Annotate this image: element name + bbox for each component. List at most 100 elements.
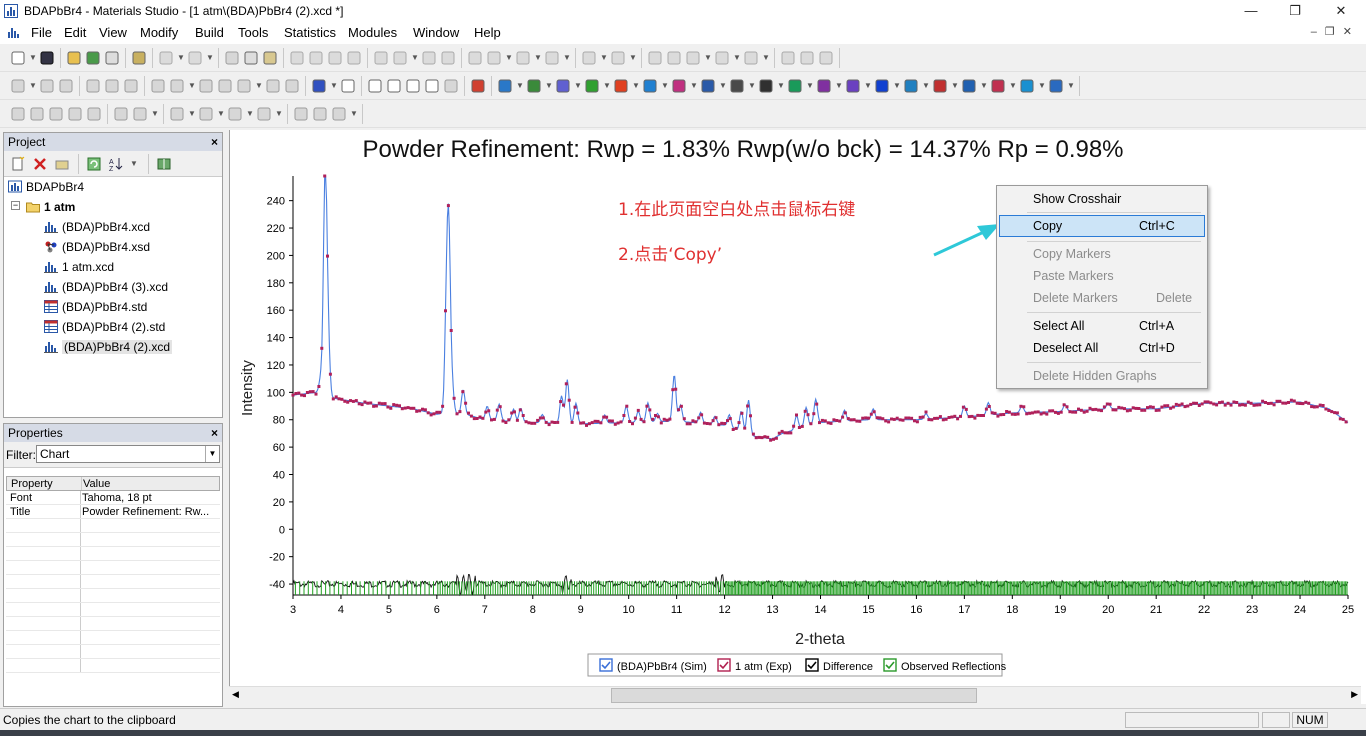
dropdown-arrow-icon[interactable]: ▼ — [330, 81, 338, 90]
folder-up-icon[interactable] — [54, 156, 70, 172]
scroll-left-icon[interactable]: ◀ — [232, 689, 239, 699]
dropdown-arrow-icon[interactable]: ▼ — [661, 81, 669, 90]
menu-item-copy[interactable]: Copy Ctrl+C — [999, 215, 1205, 237]
menu-statistics[interactable]: Statistics — [284, 25, 337, 40]
select-icon[interactable] — [289, 50, 305, 66]
dropdown-arrow-icon[interactable]: ▼ — [255, 81, 263, 90]
reset-icon[interactable] — [421, 50, 437, 66]
legend-checkbox[interactable] — [599, 658, 613, 672]
menu-help[interactable]: Help — [474, 25, 501, 40]
dmol-icon[interactable] — [642, 78, 658, 94]
motif-icon[interactable] — [1019, 78, 1035, 94]
menu-item-paste-markers[interactable]: Paste Markers — [1033, 269, 1114, 283]
dropdown-arrow-icon[interactable]: ▼ — [188, 81, 196, 90]
dropdown-arrow-icon[interactable]: ▼ — [893, 81, 901, 90]
view-icon[interactable] — [440, 50, 456, 66]
cut-icon[interactable] — [224, 50, 240, 66]
surface-icon[interactable] — [685, 50, 701, 66]
crystal-icon[interactable] — [647, 50, 663, 66]
dropdown-arrow-icon[interactable]: ▼ — [629, 53, 637, 62]
dropdown-arrow-icon[interactable]: ▼ — [835, 81, 843, 90]
menu-modify[interactable]: Modify — [140, 25, 179, 40]
mdi-window-controls[interactable]: –❐✕ — [1310, 26, 1360, 38]
dropdown-arrow-icon[interactable]: ▼ — [922, 81, 930, 90]
dropdown-arrow-icon[interactable]: ▼ — [151, 109, 159, 118]
next-icon[interactable] — [104, 78, 120, 94]
lock-icon[interactable] — [265, 78, 281, 94]
horizontal-scrollbar[interactable]: ◀ ▶ — [229, 686, 1361, 704]
menu-item-delete-markers[interactable]: Delete Markers Delete — [1033, 291, 1193, 305]
dropdown-arrow-icon[interactable]: ▼ — [516, 81, 524, 90]
prev-icon[interactable] — [85, 78, 101, 94]
filter-select[interactable]: Chart ▼ — [36, 445, 220, 463]
menu-item-deselect-all[interactable]: Deselect All Ctrl+D — [1033, 341, 1175, 355]
ungroup-icon[interactable] — [132, 106, 148, 122]
dropdown-arrow-icon[interactable]: ▼ — [350, 109, 358, 118]
tree-item-file[interactable]: (BDA)PbBr4.xcd — [62, 220, 151, 234]
polymorph-icon[interactable] — [903, 78, 919, 94]
dropdown-arrow-icon[interactable]: ▼ — [505, 53, 513, 62]
grid-c-icon[interactable] — [48, 106, 64, 122]
reflex-icon[interactable] — [816, 78, 832, 94]
torsion-icon[interactable] — [818, 50, 834, 66]
refresh-icon[interactable] — [86, 156, 102, 172]
property-row-title[interactable]: Title Powder Refinement: Rw... — [6, 505, 220, 519]
sort-az-icon[interactable] — [198, 78, 214, 94]
grid-b-icon[interactable] — [29, 106, 45, 122]
collapse-icon[interactable]: − — [11, 200, 20, 210]
dropdown-arrow-icon[interactable]: ▼ — [704, 53, 712, 62]
dropdown-arrow-icon[interactable]: ▼ — [719, 81, 727, 90]
tree-item-file[interactable]: 1 atm.xcd — [62, 260, 115, 274]
legend-checkbox[interactable] — [805, 658, 819, 672]
tree-item-file[interactable]: (BDA)PbBr4 (2).xcd — [62, 340, 173, 354]
dropdown-arrow-icon[interactable]: ▼ — [29, 81, 37, 90]
magnifier-icon[interactable] — [386, 78, 402, 94]
qsar-icon[interactable] — [961, 78, 977, 94]
bond-icon[interactable] — [544, 50, 560, 66]
dropdown-arrow-icon[interactable]: ▼ — [748, 81, 756, 90]
menu-item-select-all[interactable]: Select All Ctrl+A — [1033, 319, 1175, 333]
zoom-icon[interactable] — [327, 50, 343, 66]
sigma-icon[interactable] — [311, 78, 327, 94]
tree-item-file[interactable]: (BDA)PbBr4.std — [62, 300, 148, 314]
rotate-icon[interactable] — [308, 50, 324, 66]
link-icon[interactable] — [284, 78, 300, 94]
dropdown-arrow-icon[interactable]: ▼ — [411, 53, 419, 62]
gulp-icon[interactable] — [700, 78, 716, 94]
group-icon[interactable] — [113, 106, 129, 122]
legend-checkbox[interactable] — [717, 658, 731, 672]
dropdown-arrow-icon[interactable]: ▼ — [563, 53, 571, 62]
menu-edit[interactable]: Edit — [64, 25, 87, 40]
dropdown-arrow-icon[interactable]: ▼ — [1038, 81, 1046, 90]
column-header-value[interactable]: Value — [83, 478, 111, 490]
new-document-icon[interactable] — [10, 156, 26, 172]
blends-icon[interactable] — [555, 78, 571, 94]
step-icon[interactable] — [331, 106, 347, 122]
dropdown-arrow-icon[interactable]: ▼ — [600, 53, 608, 62]
dropdown-arrow-icon[interactable]: ▼ — [177, 53, 185, 62]
tree-item-file[interactable]: (BDA)PbBr4 (3).xcd — [62, 280, 169, 294]
grid-e-icon[interactable] — [86, 106, 102, 122]
book-icon[interactable] — [156, 156, 172, 172]
dropdown-arrow-icon[interactable]: ▼ — [574, 81, 582, 90]
restore-button[interactable]: ❐ — [1289, 3, 1301, 18]
atoms-icon[interactable] — [581, 50, 597, 66]
qmera-icon[interactable] — [787, 78, 803, 94]
sorption-icon[interactable] — [845, 78, 861, 94]
grid-a-icon[interactable] — [10, 106, 26, 122]
delete-icon[interactable] — [32, 156, 48, 172]
amorphous-icon[interactable] — [526, 78, 542, 94]
dropdown-arrow-icon[interactable]: ▼ — [1067, 81, 1075, 90]
filter-icon[interactable] — [236, 78, 252, 94]
dropdown-arrow-icon[interactable]: ▼ — [690, 81, 698, 90]
dropdown-arrow-icon[interactable]: ▼ — [29, 53, 37, 62]
new-icon[interactable] — [10, 50, 26, 66]
dropdown-arrow-icon[interactable]: ▼ — [534, 53, 542, 62]
sort-za-icon[interactable] — [217, 78, 233, 94]
chain-icon[interactable] — [515, 50, 531, 66]
histogram-icon[interactable] — [169, 78, 185, 94]
dropdown-arrow-icon[interactable]: ▼ — [217, 109, 225, 118]
table-icon[interactable] — [150, 78, 166, 94]
minimize-button[interactable]: — — [1244, 3, 1258, 18]
legend-checkbox[interactable] — [883, 658, 897, 672]
